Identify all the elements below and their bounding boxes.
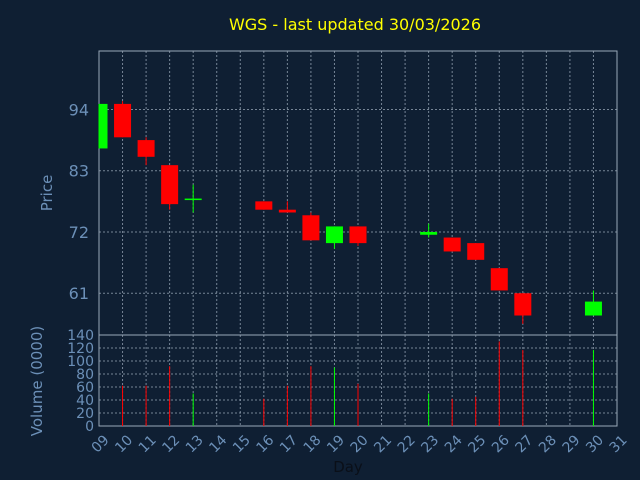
candle-body [420,231,438,235]
volume-tick-label: 140 [67,328,94,344]
candle-body [161,165,179,205]
candle-body [514,293,532,316]
volume-bars [122,341,594,426]
volume-tick-label: 120 [67,341,94,357]
volume-axis-label: Volume (0000) [28,326,46,436]
volume-tick-label: 60 [76,380,94,396]
y-axis-label: Price [38,175,56,212]
candle-body [255,201,273,210]
candle-body [302,215,320,241]
candle-body [278,209,296,213]
candle-body [114,103,132,138]
price-axis-ticks: 61 72 83 94 [69,100,89,303]
x-axis-ticks: 09 10 11 12 13 14 15 16 17 18 19 20 21 22 23 24 25 26 27 28… [89,432,631,456]
candle-body [584,301,602,316]
volume-tick-label: 40 [76,393,94,409]
chart-title: WGS - last updated 30/03/2026 [229,15,481,34]
candles [98,101,602,324]
price-tick-label: 72 [69,223,89,242]
candle-body [490,268,508,291]
candle-body [443,237,461,252]
candle-body [467,243,485,260]
price-tick-label: 61 [69,284,89,303]
candle-body [349,226,367,244]
x-axis-label: Day [333,458,363,476]
price-tick-label: 94 [69,100,89,119]
volume-tick-label: 20 [76,406,94,422]
price-tick-label: 83 [69,162,89,181]
candle-body [99,103,108,149]
candle-body [137,140,155,157]
volume-tick-label: 100 [67,354,94,370]
volume-tick-label: 0 [85,419,94,435]
candle-body [325,226,343,244]
volume-tick-label: 80 [76,367,94,383]
candle-body [184,198,202,201]
price-grid [98,51,618,335]
